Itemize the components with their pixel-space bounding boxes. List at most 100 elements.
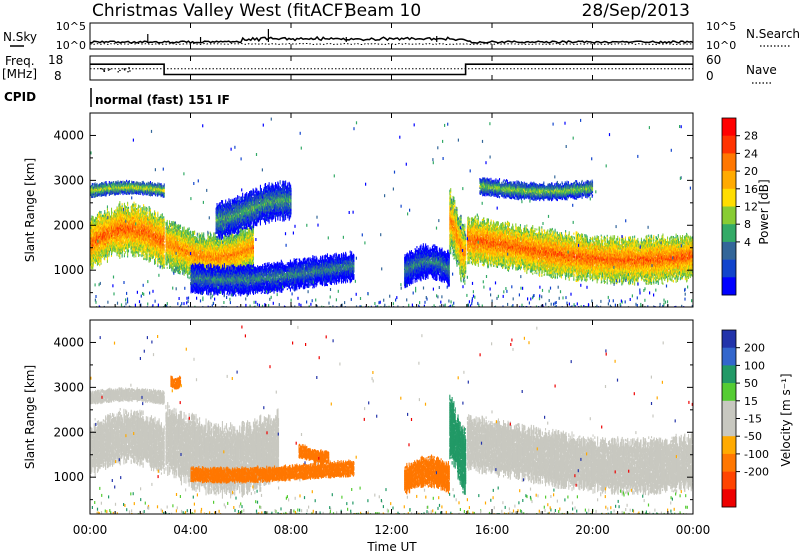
data-cell [122, 233, 124, 236]
data-cell [163, 231, 165, 235]
data-cell [154, 221, 156, 224]
data-cell [112, 249, 114, 252]
data-cell [121, 251, 123, 254]
data-cell [128, 234, 130, 237]
data-cell [140, 246, 142, 249]
data-cell [123, 204, 125, 207]
data-cell [99, 258, 101, 261]
data-cell [135, 220, 137, 223]
data-cell [104, 248, 106, 251]
data-cell [127, 213, 129, 216]
data-cell [105, 212, 107, 215]
data-cell [95, 216, 97, 220]
data-cell [117, 209, 119, 212]
data-cell [126, 220, 128, 223]
data-cell [133, 181, 135, 184]
data-cell [155, 213, 157, 217]
data-cell [153, 254, 155, 258]
data-cell [113, 238, 115, 241]
data-cell [139, 227, 141, 231]
data-cell [122, 248, 124, 252]
data-cell [132, 231, 134, 235]
data-cell [151, 215, 153, 218]
data-cell [122, 250, 124, 253]
data-cell [138, 254, 140, 257]
data-cell [92, 218, 94, 221]
data-cell [141, 207, 143, 210]
data-cell [95, 262, 97, 264]
data-cell [95, 240, 97, 243]
data-cell [144, 208, 146, 211]
freq-label-line1: Freq. [5, 54, 35, 68]
data-cell [166, 266, 168, 269]
data-cell [90, 222, 92, 225]
data-cell [97, 216, 99, 219]
data-cell [123, 253, 125, 256]
data-cell [132, 236, 134, 239]
data-cell [92, 216, 94, 219]
data-cell [157, 247, 159, 250]
data-cell [122, 237, 124, 241]
data-cell [117, 251, 119, 254]
data-cell [104, 257, 106, 261]
data-cell [154, 218, 156, 221]
data-cell [109, 218, 111, 221]
data-cell [99, 215, 101, 218]
data-cell [145, 242, 147, 245]
data-cell [169, 220, 171, 223]
data-cell [95, 246, 97, 250]
data-cell [155, 226, 157, 230]
data-cell [143, 213, 145, 216]
data-cell [126, 212, 128, 215]
data-cell [127, 248, 129, 251]
data-cell [128, 240, 130, 243]
data-cell [98, 255, 100, 259]
data-cell [117, 244, 119, 247]
data-cell [166, 219, 168, 223]
data-cell [121, 181, 123, 184]
data-cell [146, 215, 148, 217]
data-cell [131, 233, 133, 237]
data-cell [154, 236, 156, 240]
data-cell [135, 218, 137, 221]
data-cell [144, 256, 146, 259]
data-cell [121, 220, 123, 224]
data-cell [154, 210, 156, 214]
data-cell [139, 229, 141, 232]
data-cell [92, 228, 94, 231]
data-cell [98, 262, 100, 265]
freq-dot [123, 69, 126, 71]
data-cell [157, 261, 159, 264]
data-cell [133, 255, 135, 258]
data-cell [130, 227, 132, 230]
data-cell [126, 223, 128, 226]
data-cell [145, 232, 147, 235]
data-cell [112, 212, 114, 215]
data-cell [143, 242, 145, 245]
data-cell [157, 213, 159, 216]
data-cell [112, 249, 114, 252]
data-cell [100, 253, 102, 257]
data-cell [142, 214, 144, 218]
data-cell [112, 218, 114, 221]
data-cell [139, 208, 141, 211]
data-cell [133, 244, 135, 247]
data-cell [92, 183, 94, 186]
data-cell [119, 256, 121, 259]
data-cell [149, 209, 151, 212]
power-data-layer [90, 117, 693, 307]
data-cell [108, 254, 110, 258]
data-cell [100, 259, 102, 262]
data-cell [100, 224, 102, 227]
data-cell [104, 231, 106, 234]
noise-right-tick-bottom: 10^0 [706, 39, 736, 52]
data-cell [108, 212, 110, 216]
data-cell [120, 249, 122, 253]
data-cell [121, 255, 123, 258]
data-cell [94, 234, 96, 238]
data-cell [143, 216, 145, 220]
data-cell [115, 244, 117, 247]
data-cell [109, 250, 111, 253]
data-cell [145, 240, 147, 243]
